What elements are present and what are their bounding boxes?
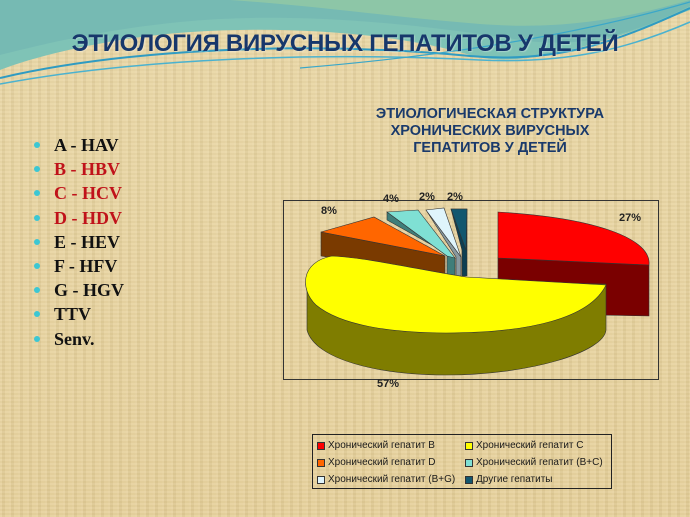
legend-label: Хронический гепатит B (328, 440, 435, 451)
bullet-icon (34, 238, 40, 245)
legend-item: Хронический гепатит C (465, 438, 615, 453)
virus-label: Senv. (54, 328, 95, 349)
virus-list-item: Senv. (34, 327, 124, 351)
legend-item: Хронический гепатит B (317, 438, 465, 453)
virus-label: F - HFV (54, 256, 118, 277)
bullet-icon (34, 287, 40, 294)
legend-label: Хронический гепатит C (476, 440, 584, 451)
slice-hepatitis-c (305, 255, 607, 376)
legend-item: Хронический гепатит D (317, 455, 465, 470)
bullet-icon (34, 214, 40, 221)
legend-label: Другие гепатиты (476, 474, 553, 485)
virus-list-item: E - HEV (34, 230, 124, 254)
legend-swatch-icon (465, 458, 473, 467)
bullet-icon (34, 190, 40, 197)
virus-list-item: B - HBV (34, 157, 124, 181)
data-label-hepatitis-c: 57% (377, 378, 400, 390)
legend-label: Хронический гепатит (B+C) (476, 457, 603, 468)
legend-swatch-icon (317, 458, 325, 467)
data-label-other-hepatitis: 2% (447, 191, 463, 203)
data-label-hepatitis-b-g: 2% (419, 191, 435, 203)
bullet-icon (34, 142, 40, 149)
slice-hepatitis-d (320, 216, 446, 276)
slice-other-hepatitis (450, 208, 468, 277)
data-label-hepatitis-b-c: 4% (383, 193, 399, 205)
virus-list-item: C - HCV (34, 181, 124, 205)
legend-swatch-icon (465, 475, 473, 484)
virus-label: TTV (54, 304, 92, 325)
slide-title: ЭТИОЛОГИЯ ВИРУСНЫХ ГЕПАТИТОВ У ДЕТЕЙ (71, 30, 619, 57)
virus-label: G - HGV (54, 280, 124, 301)
chart-title-line: ХРОНИЧЕСКИХ ВИРУСНЫХ (390, 123, 590, 139)
legend-item: Хронический гепатит (B+C) (465, 455, 615, 470)
bullet-icon (34, 263, 40, 270)
chart-legend: Хронический гепатит B Хронический гепати… (312, 434, 612, 489)
virus-list-item: D - HDV (34, 206, 124, 230)
legend-swatch-icon (465, 441, 473, 450)
virus-label: B - HBV (54, 159, 121, 180)
virus-list-item: A - HAV (34, 133, 124, 157)
chart-title: ЭТИОЛОГИЧЕСКАЯ СТРУКТУРА ХРОНИЧЕСКИХ ВИР… (350, 106, 630, 157)
data-label-hepatitis-b: 27% (619, 212, 642, 224)
legend-swatch-icon (317, 441, 325, 450)
virus-list-item: G - HGV (34, 278, 124, 302)
legend-label: Хронический гепатит (B+G) (328, 474, 456, 485)
legend-item: Другие гепатиты (465, 472, 615, 487)
decorative-wave-header (0, 0, 690, 85)
bullet-icon (34, 166, 40, 173)
legend-label: Хронический гепатит D (328, 457, 436, 468)
virus-label: D - HDV (54, 207, 122, 228)
data-label-hepatitis-d: 8% (321, 205, 337, 217)
virus-label: C - HCV (54, 183, 122, 204)
bullet-icon (34, 311, 40, 318)
virus-list: A - HAV B - HBV C - HCV D - HDV E - HEV … (34, 133, 124, 351)
chart-title-line: ЭТИОЛОГИЧЕСКАЯ СТРУКТУРА (375, 106, 605, 122)
legend-item: Хронический гепатит (B+G) (317, 472, 465, 487)
virus-list-item: F - HFV (34, 254, 124, 278)
bullet-icon (34, 335, 40, 342)
legend-swatch-icon (317, 475, 325, 484)
virus-label: A - HAV (54, 135, 119, 156)
virus-label: E - HEV (54, 231, 121, 252)
chart-plot-area (283, 200, 659, 380)
chart-title-line: ГЕПАТИТОВ У ДЕТЕЙ (413, 140, 567, 156)
virus-list-item: TTV (34, 302, 124, 326)
